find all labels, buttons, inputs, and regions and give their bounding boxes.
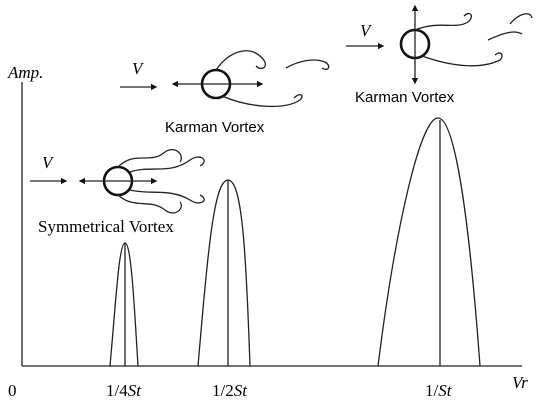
tick-label: 1/4St — [106, 381, 142, 400]
x-axis-label: Vr — [512, 373, 528, 392]
flow-label: V — [360, 21, 373, 40]
tick-label: 1/2St — [212, 381, 248, 400]
y-axis-label: Amp. — [7, 63, 43, 82]
vortex-label: Karman Vortex — [165, 119, 265, 136]
diagram: Amp. Vr 0 1/4St 1/2St 1/St V Symmetrical… — [0, 0, 543, 403]
vortex-icon — [30, 150, 204, 213]
tick-prefix: 1/ — [425, 381, 439, 400]
tick-symbol: St — [438, 381, 453, 400]
peaks — [110, 118, 480, 366]
tick-symbol: St — [234, 381, 249, 400]
vortex-icon — [346, 6, 532, 83]
flow-label: V — [132, 59, 145, 78]
flow-label: V — [42, 153, 55, 172]
origin-label: 0 — [8, 381, 17, 400]
tick-prefix: 1/2 — [212, 381, 234, 400]
tick-prefix: 1/4 — [106, 381, 128, 400]
vortex-icon — [120, 51, 329, 107]
vortex-label: Symmetrical Vortex — [38, 217, 174, 236]
vortex-label: Karman Vortex — [355, 89, 455, 106]
tick-label: 1/St — [425, 381, 453, 400]
tick-symbol: St — [128, 381, 143, 400]
